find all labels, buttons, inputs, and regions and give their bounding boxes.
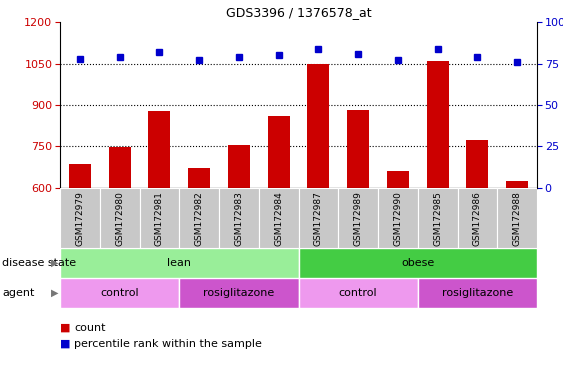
Bar [188, 168, 210, 354]
Text: lean: lean [167, 258, 191, 268]
Title: GDS3396 / 1376578_at: GDS3396 / 1376578_at [226, 7, 372, 20]
Text: percentile rank within the sample: percentile rank within the sample [74, 339, 262, 349]
Bar [267, 116, 289, 354]
Bar [100, 188, 140, 248]
Bar [458, 188, 497, 248]
Text: GSM172979: GSM172979 [75, 191, 84, 246]
Text: GSM172984: GSM172984 [274, 191, 283, 246]
Text: control: control [100, 288, 139, 298]
Text: obese: obese [401, 258, 435, 268]
Text: ■: ■ [60, 323, 70, 333]
Bar [69, 164, 91, 354]
Bar [378, 188, 418, 248]
Text: GSM172980: GSM172980 [115, 191, 124, 246]
Bar [60, 188, 100, 248]
Bar [298, 188, 338, 248]
Text: GSM172982: GSM172982 [195, 191, 204, 246]
Text: count: count [74, 323, 105, 333]
Text: GSM172987: GSM172987 [314, 191, 323, 246]
Bar [307, 63, 329, 354]
Bar [228, 144, 250, 354]
Text: GSM172983: GSM172983 [234, 191, 243, 246]
Text: ▶: ▶ [51, 288, 59, 298]
Text: GSM172989: GSM172989 [354, 191, 363, 246]
Bar [259, 188, 298, 248]
Text: rosiglitazone: rosiglitazone [442, 288, 513, 298]
Bar [338, 188, 378, 248]
Bar [427, 61, 449, 354]
Text: ■: ■ [60, 339, 70, 349]
Bar [466, 139, 488, 354]
Text: ▶: ▶ [51, 258, 59, 268]
Bar [298, 278, 418, 308]
Bar [60, 248, 298, 278]
Bar [497, 188, 537, 248]
Bar [418, 278, 537, 308]
Text: agent: agent [2, 288, 34, 298]
Text: GSM172986: GSM172986 [473, 191, 482, 246]
Bar [298, 248, 537, 278]
Text: GSM172985: GSM172985 [433, 191, 442, 246]
Bar [60, 278, 179, 308]
Text: GSM172990: GSM172990 [394, 191, 403, 246]
Bar [179, 188, 219, 248]
Bar [149, 111, 170, 354]
Bar [140, 188, 179, 248]
Bar [418, 188, 458, 248]
Bar [109, 147, 131, 354]
Bar [219, 188, 259, 248]
Bar [179, 278, 298, 308]
Text: rosiglitazone: rosiglitazone [203, 288, 275, 298]
Text: control: control [339, 288, 377, 298]
Bar [347, 110, 369, 354]
Bar [387, 171, 409, 354]
Text: GSM172988: GSM172988 [513, 191, 522, 246]
Bar [506, 181, 528, 354]
Text: disease state: disease state [2, 258, 76, 268]
Text: GSM172981: GSM172981 [155, 191, 164, 246]
